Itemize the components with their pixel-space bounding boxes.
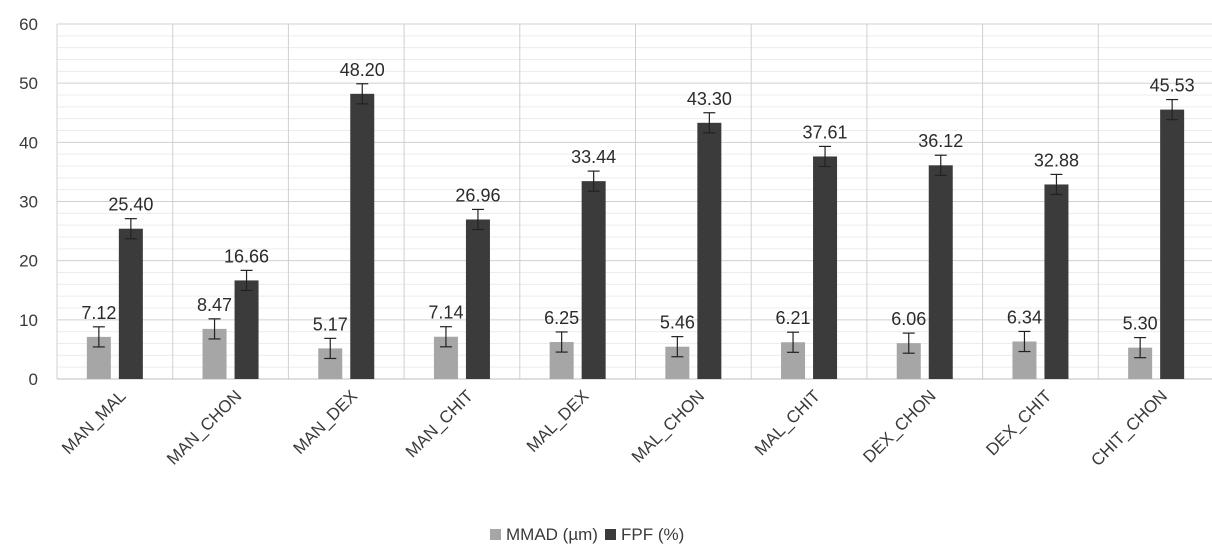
bar-fpf [118,228,143,379]
bar-fpf [1160,109,1185,379]
data-labels: 7.12 25.40 8.47 16.66 5.17 48.20 7.14 26.96 6.25… [81,60,1194,335]
bar-fpf [697,122,722,379]
x-tick-label: DEX_CHIT [982,386,1055,459]
y-tick-label: 40 [19,133,38,152]
y-tick-label: 0 [29,370,38,389]
bar-fpf [928,165,953,379]
data-label-fpf: 45.53 [1150,76,1195,96]
y-tick-label: 50 [19,74,38,93]
legend-label-mmad: MMAD (µm) [506,525,598,544]
data-label-fpf: 36.12 [918,131,963,151]
y-tick-label: 10 [19,311,38,330]
x-tick-label: MAN_CHON [163,386,245,468]
data-label-mmad: 6.34 [1007,307,1042,327]
bars [86,83,1185,380]
x-tick-label: MAN_MAL [58,386,130,458]
data-label-fpf: 32.88 [1034,150,1079,170]
data-label-mmad: 8.47 [197,295,232,315]
y-tick-label: 20 [19,252,38,271]
legend-swatch-mmad [490,529,501,540]
data-label-mmad: 5.46 [660,313,695,333]
x-tick-label: MAL_CHON [628,386,708,466]
legend: MMAD (µm) FPF (%) [490,525,684,544]
data-label-mmad: 6.21 [776,308,811,328]
x-tick-label: MAL_CHIT [751,386,824,459]
data-label-mmad: 7.12 [81,303,116,323]
x-tick-label: MAN_CHIT [402,386,477,461]
data-label-fpf: 33.44 [571,147,616,167]
data-label-fpf: 26.96 [455,185,500,205]
y-tick-label: 30 [19,193,38,212]
data-label-mmad: 5.30 [1123,314,1158,334]
data-label-fpf: 48.20 [340,60,385,80]
x-tick-label: DEX_CHON [859,386,939,466]
x-tick-label: MAL_DEX [523,386,593,456]
bar-fpf [350,93,375,380]
bar-fpf [465,219,490,379]
bar-mmad [1012,341,1037,379]
x-tick-label: MAN_DEX [290,386,362,458]
data-label-fpf: 43.30 [687,89,732,109]
data-label-mmad: 7.14 [428,303,463,323]
bar-fpf [234,280,259,379]
y-tick-label: 60 [19,15,38,34]
x-tick-label: CHIT_CHON [1087,386,1171,470]
data-label-fpf: 16.66 [224,246,269,266]
data-label-mmad: 5.17 [313,314,348,334]
data-label-mmad: 6.06 [891,309,926,329]
data-label-mmad: 6.25 [544,308,579,328]
bar-fpf [813,156,838,379]
bar-fpf [1044,184,1069,379]
legend-label-fpf: FPF (%) [621,525,684,544]
bar-fpf [581,181,606,379]
data-label-fpf: 25.40 [108,195,153,215]
legend-swatch-fpf [605,529,616,540]
data-label-fpf: 37.61 [803,122,848,142]
